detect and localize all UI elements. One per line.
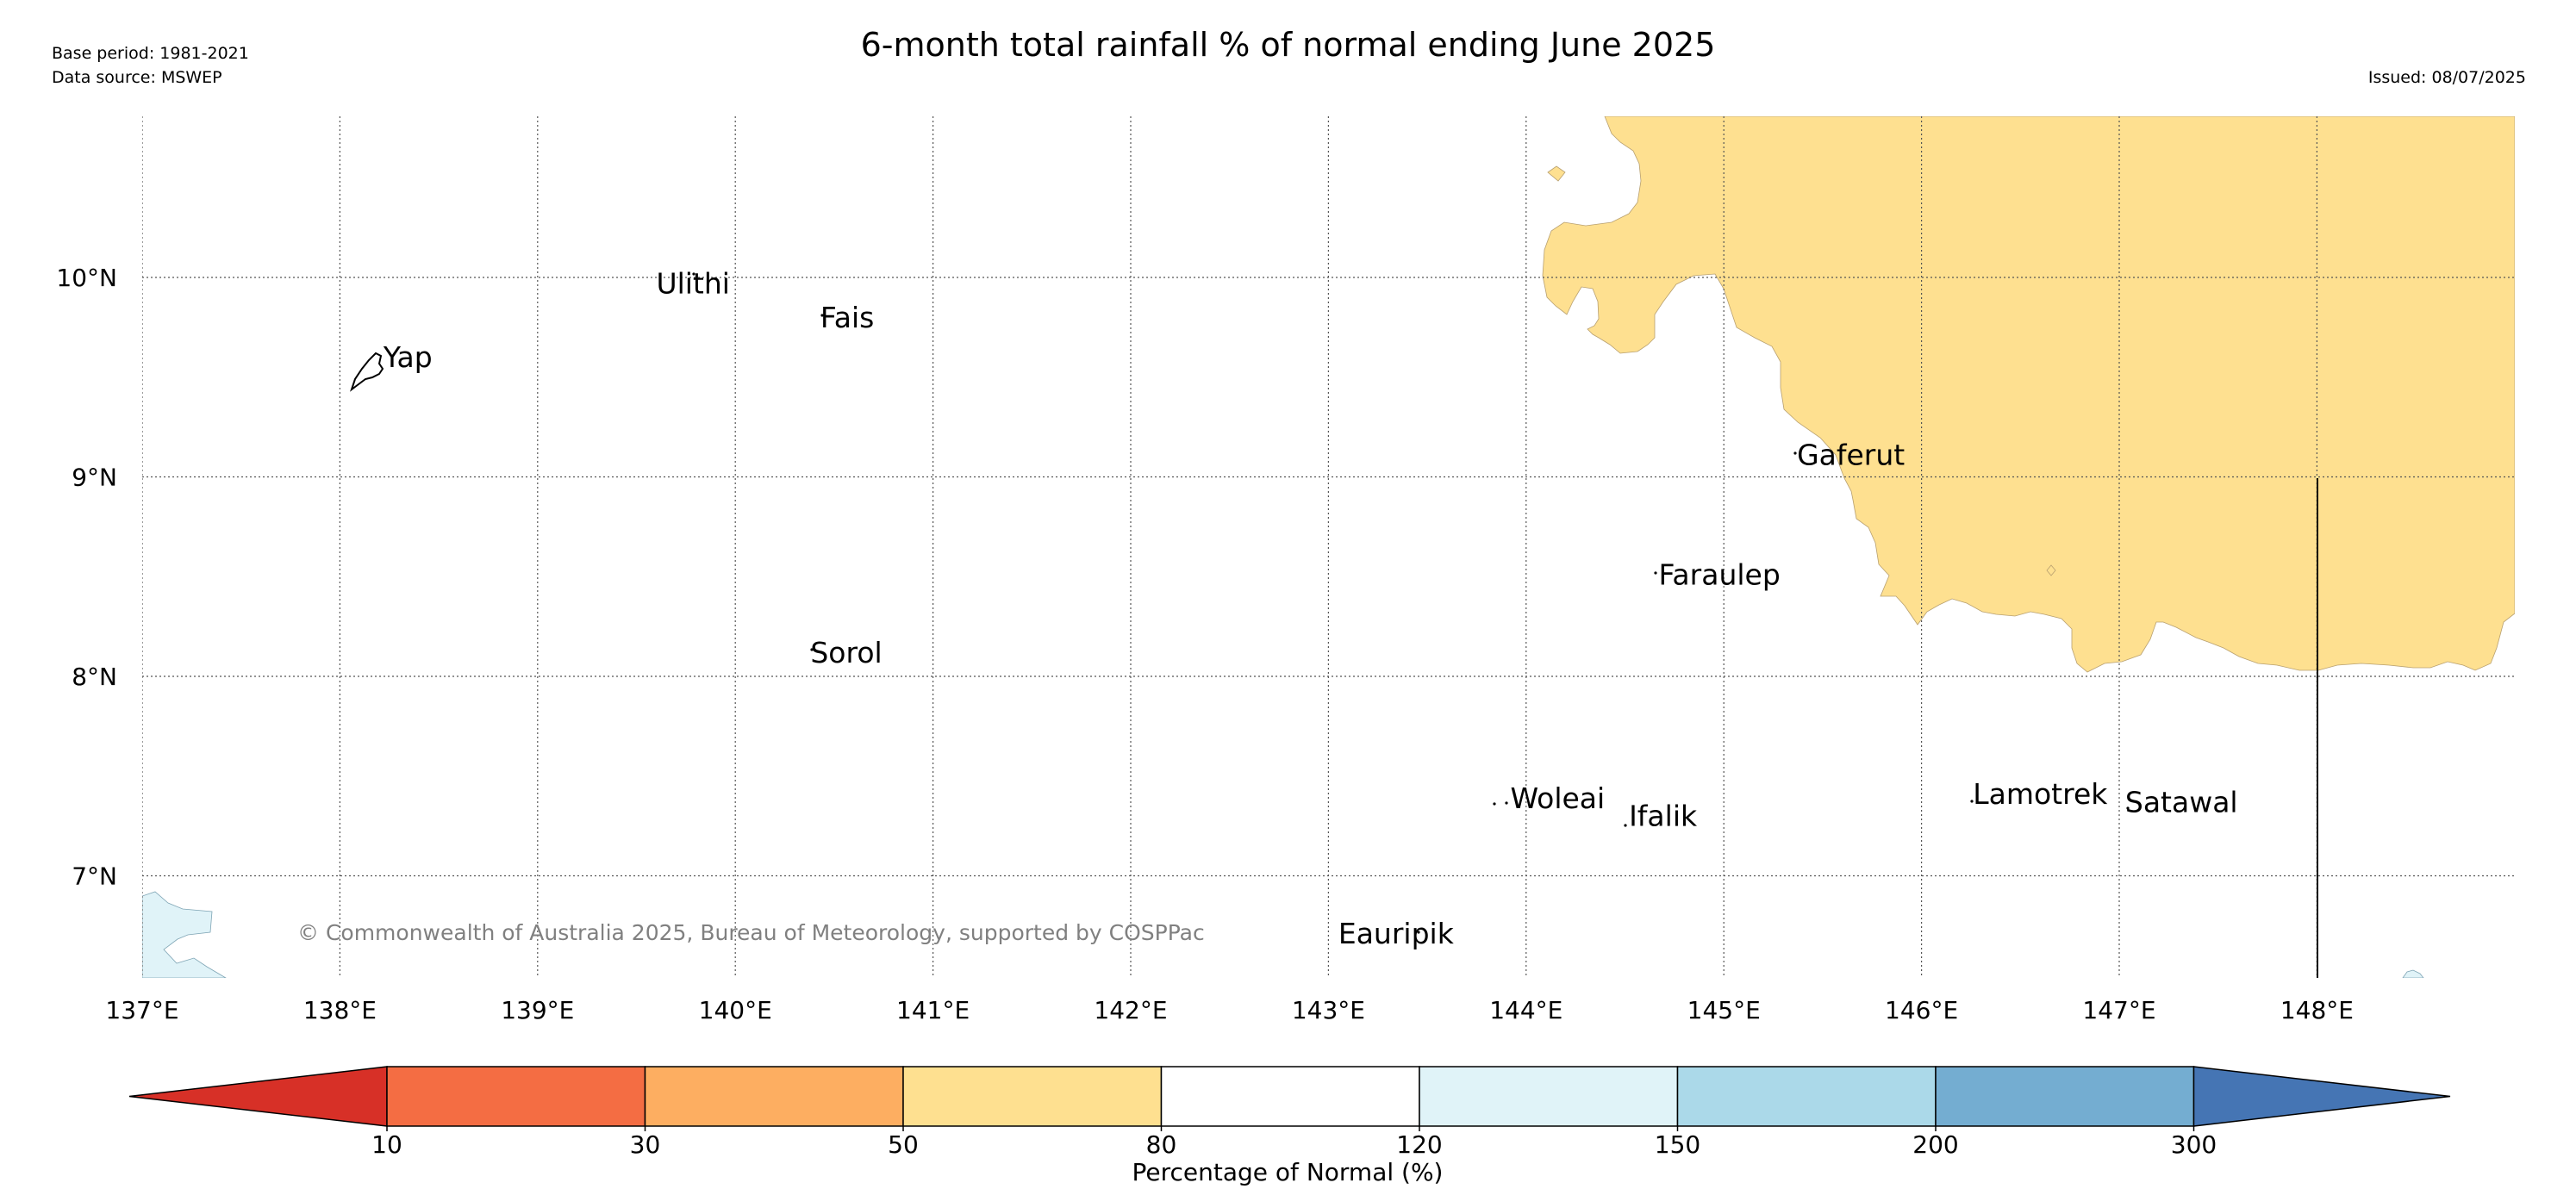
island-dot	[2126, 806, 2130, 810]
rainfall-region-120-150	[142, 891, 227, 978]
colorbar-tick-label: 150	[1655, 1130, 1700, 1159]
longitude-tick-label: 143°E	[1292, 996, 1365, 1024]
place-label-faraulep: Faraulep	[1658, 558, 1780, 592]
colorbar-segment	[1676, 1066, 1937, 1127]
colorbar-tick-label: 200	[1912, 1130, 1958, 1159]
longitude-tick-label: 137°E	[105, 996, 178, 1024]
place-label-ifalik: Ifalik	[1629, 800, 1698, 833]
colorbar-segment	[1935, 1066, 2195, 1127]
map-title: 6-month total rainfall % of normal endin…	[860, 26, 1716, 64]
colorbar	[128, 1066, 2451, 1127]
island-dot	[1493, 802, 1496, 806]
island-dot	[1417, 931, 1420, 934]
issued-date-text: Issued: 08/07/2025	[2367, 68, 2526, 87]
colorbar-axis-label: Percentage of Normal (%)	[1132, 1158, 1444, 1186]
island-dot	[1505, 801, 1508, 805]
colorbar-segment	[1419, 1066, 1679, 1127]
rainfall-region-50-80	[1542, 116, 2515, 673]
colorbar-tick-label: 80	[1146, 1130, 1177, 1159]
colorbar-segment	[1160, 1066, 1420, 1127]
colorbar-segment	[902, 1066, 1163, 1127]
rainfall-region-50-80-islet	[2046, 564, 2056, 576]
place-label-eauripik: Eauripik	[1338, 917, 1455, 950]
colorbar-tick-label: 120	[1396, 1130, 1442, 1159]
place-label-satawal: Satawal	[2125, 785, 2238, 819]
place-label-yap: Yap	[383, 340, 433, 374]
island-dot	[810, 648, 814, 651]
latitude-tick-label: 7°N	[72, 862, 117, 891]
latitude-tick-label: 9°N	[72, 464, 117, 492]
map-area: Yap Ulithi Fais Gaferut Faraulep Sorol Woleai I…	[142, 116, 2515, 978]
island-dot	[820, 314, 824, 317]
colorbar-tick-label: 30	[630, 1130, 661, 1159]
longitude-tick-labels: 137°E 138°E 139°E 140°E 141°E 142°E 143°E 144°E…	[105, 996, 2354, 1024]
copyright-text: © Commonwealth of Australia 2025, Bureau…	[297, 920, 1205, 945]
place-label-ulithi: Ulithi	[656, 267, 730, 301]
latitude-tick-label: 10°N	[56, 264, 117, 292]
longitude-tick-label: 141°E	[896, 996, 970, 1024]
place-label-gaferut: Gaferut	[1797, 439, 1905, 472]
yap-island-outline	[350, 352, 384, 392]
longitude-tick-label: 140°E	[699, 996, 772, 1024]
place-label-lamotrek: Lamotrek	[1973, 777, 2108, 811]
base-period-text: Base period: 1981-2021	[52, 44, 249, 63]
island-dot	[1654, 571, 1657, 575]
colorbar-over-triangle	[2192, 1066, 2451, 1127]
island-dot	[1624, 824, 1627, 827]
longitude-tick-label: 145°E	[1687, 996, 1761, 1024]
longitude-tick-label: 148°E	[2280, 996, 2354, 1024]
place-label-fais: Fais	[820, 301, 875, 334]
rainfall-region-120-150	[2402, 969, 2424, 978]
island-dot	[1793, 451, 1797, 455]
island-dot	[1970, 800, 1974, 803]
colorbar-under-triangle	[128, 1066, 388, 1127]
latitude-tick-label: 8°N	[72, 663, 117, 691]
longitude-tick-label: 139°E	[501, 996, 574, 1024]
place-labels: Yap Ulithi Fais Gaferut Faraulep Sorol Woleai I…	[383, 267, 2238, 951]
island-dot	[692, 272, 695, 276]
colorbar-tick-label: 300	[2171, 1130, 2217, 1159]
place-label-sorol: Sorol	[810, 636, 882, 669]
place-label-woleai: Woleai	[1510, 781, 1605, 815]
colorbar-segment	[644, 1066, 904, 1127]
longitude-tick-label: 144°E	[1489, 996, 1562, 1024]
latitude-tick-labels: 10°N 9°N 8°N 7°N	[56, 264, 117, 891]
longitude-tick-label: 147°E	[2082, 996, 2155, 1024]
longitude-tick-label: 138°E	[303, 996, 377, 1024]
graticule	[142, 116, 2515, 978]
colorbar-tick-label: 50	[888, 1130, 919, 1159]
data-source-text: Data source: MSWEP	[52, 68, 222, 87]
rainfall-region-50-80-islet	[1547, 165, 1566, 182]
colorbar-tick-labels: 10 30 50 80 120 150 200 300	[371, 1126, 2217, 1159]
colorbar-tick-label: 10	[371, 1130, 402, 1159]
colorbar-segment	[386, 1066, 646, 1127]
longitude-tick-label: 142°E	[1094, 996, 1167, 1024]
longitude-tick-label: 146°E	[1885, 996, 1958, 1024]
